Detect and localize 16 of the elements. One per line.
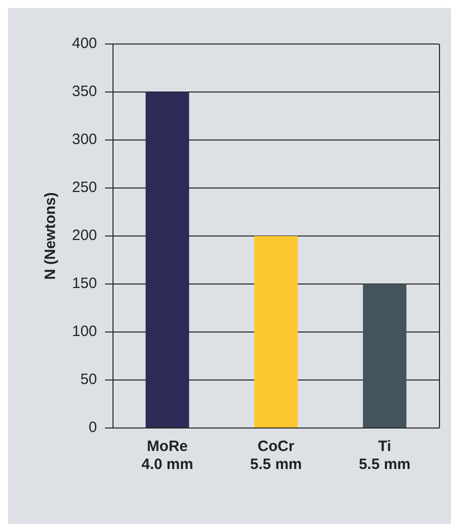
bar — [254, 236, 298, 428]
y-tick-label: 50 — [80, 371, 98, 388]
y-tick-label: 350 — [72, 83, 98, 100]
y-tick-label: 150 — [72, 275, 98, 292]
y-tick-label: 100 — [72, 323, 98, 340]
y-tick-label: 250 — [72, 179, 98, 196]
bar — [362, 284, 406, 428]
x-tick-label: MoRe 4.0 mm — [142, 438, 194, 474]
bar — [146, 92, 190, 428]
x-tick-label: Ti 5.5 mm — [358, 438, 411, 474]
y-axis-title: N (Newtons) — [42, 192, 60, 280]
y-tick-label: 0 — [88, 419, 98, 436]
y-tick-label: 300 — [72, 131, 98, 148]
y-tick-label: 200 — [72, 227, 98, 244]
x-tick-label: CoCr 5.5 mm — [250, 438, 302, 474]
y-tick-label: 400 — [72, 35, 98, 52]
